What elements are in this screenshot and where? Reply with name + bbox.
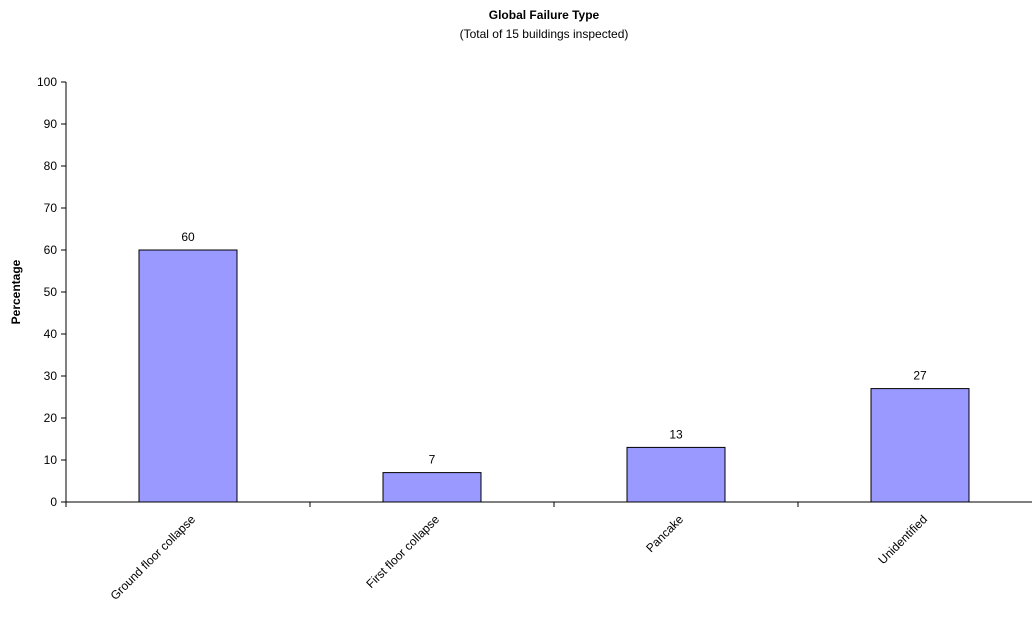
y-tick-label: 0	[50, 495, 57, 509]
y-tick-label: 70	[44, 201, 58, 215]
x-tick-label: Pancake	[643, 512, 686, 555]
y-tick-label: 20	[44, 411, 58, 425]
y-tick-label: 50	[44, 285, 58, 299]
bar	[626, 446, 726, 503]
y-tick-label: 80	[44, 159, 58, 173]
x-tick-label: First floor collapse	[363, 512, 442, 591]
bar	[138, 249, 238, 503]
x-tick-label: Unidentified	[875, 512, 930, 567]
data-label: 13	[669, 427, 683, 441]
y-tick-label: 40	[44, 327, 58, 341]
chart-title: Global Failure Type	[489, 8, 600, 22]
data-label: 27	[913, 369, 927, 383]
data-label: 60	[181, 230, 195, 244]
plot-area: 0 10 20 30 40 50 60 70 80 90 100 60 Ground floor col…	[37, 75, 1032, 603]
y-tick-label: 10	[44, 453, 58, 467]
y-axis-title: Percentage	[9, 259, 23, 324]
y-tick-label: 60	[44, 243, 58, 257]
x-tick-label: Ground floor collapse	[108, 512, 199, 603]
y-tick-label: 90	[44, 117, 58, 131]
data-label: 7	[429, 453, 436, 467]
bar	[870, 388, 970, 503]
chart-subtitle: (Total of 15 buildings inspected)	[460, 27, 629, 41]
y-tick-label: 30	[44, 369, 58, 383]
y-tick-label: 100	[37, 75, 57, 89]
bar	[382, 472, 482, 503]
